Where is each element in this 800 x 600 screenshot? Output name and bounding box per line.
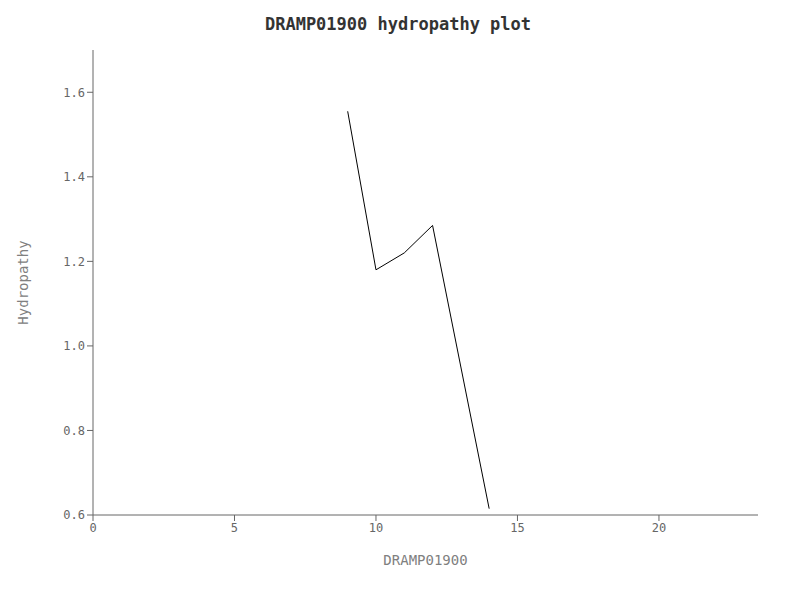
svg-text:5: 5 <box>231 521 238 535</box>
svg-text:0.6: 0.6 <box>63 508 85 522</box>
svg-text:1.2: 1.2 <box>63 255 85 269</box>
svg-text:Hydropathy: Hydropathy <box>15 240 31 324</box>
svg-text:10: 10 <box>369 521 383 535</box>
svg-text:1.6: 1.6 <box>63 86 85 100</box>
svg-text:1.0: 1.0 <box>63 339 85 353</box>
svg-text:0.8: 0.8 <box>63 424 85 438</box>
svg-text:15: 15 <box>510 521 524 535</box>
svg-text:20: 20 <box>652 521 666 535</box>
svg-text:DRAMP01900: DRAMP01900 <box>383 552 467 568</box>
svg-text:1.4: 1.4 <box>63 170 85 184</box>
html-text:DRAMP01900 hydropathy plot: DRAMP01900 hydropathy plot <box>264 14 531 34</box>
svg-text:0: 0 <box>89 521 96 535</box>
